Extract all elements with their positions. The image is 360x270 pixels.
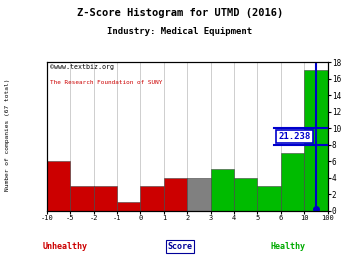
Text: Number of companies (67 total): Number of companies (67 total) xyxy=(5,79,10,191)
Text: ©www.textbiz.org: ©www.textbiz.org xyxy=(50,64,114,70)
Text: 21.238: 21.238 xyxy=(279,132,311,141)
Bar xyxy=(211,169,234,211)
Bar xyxy=(281,153,304,211)
Bar xyxy=(164,178,187,211)
Bar xyxy=(234,178,257,211)
Text: Z-Score Histogram for UTMD (2016): Z-Score Histogram for UTMD (2016) xyxy=(77,8,283,18)
Bar xyxy=(94,186,117,211)
Bar xyxy=(304,70,328,211)
Text: Score: Score xyxy=(167,242,193,251)
Text: Healthy: Healthy xyxy=(270,242,306,251)
Bar xyxy=(70,186,94,211)
Bar xyxy=(257,186,281,211)
Text: Industry: Medical Equipment: Industry: Medical Equipment xyxy=(107,27,253,36)
Bar xyxy=(140,186,164,211)
Bar xyxy=(187,178,211,211)
Text: Unhealthy: Unhealthy xyxy=(42,242,87,251)
Text: The Research Foundation of SUNY: The Research Foundation of SUNY xyxy=(50,80,162,85)
Bar xyxy=(117,202,140,211)
Bar xyxy=(47,161,70,211)
